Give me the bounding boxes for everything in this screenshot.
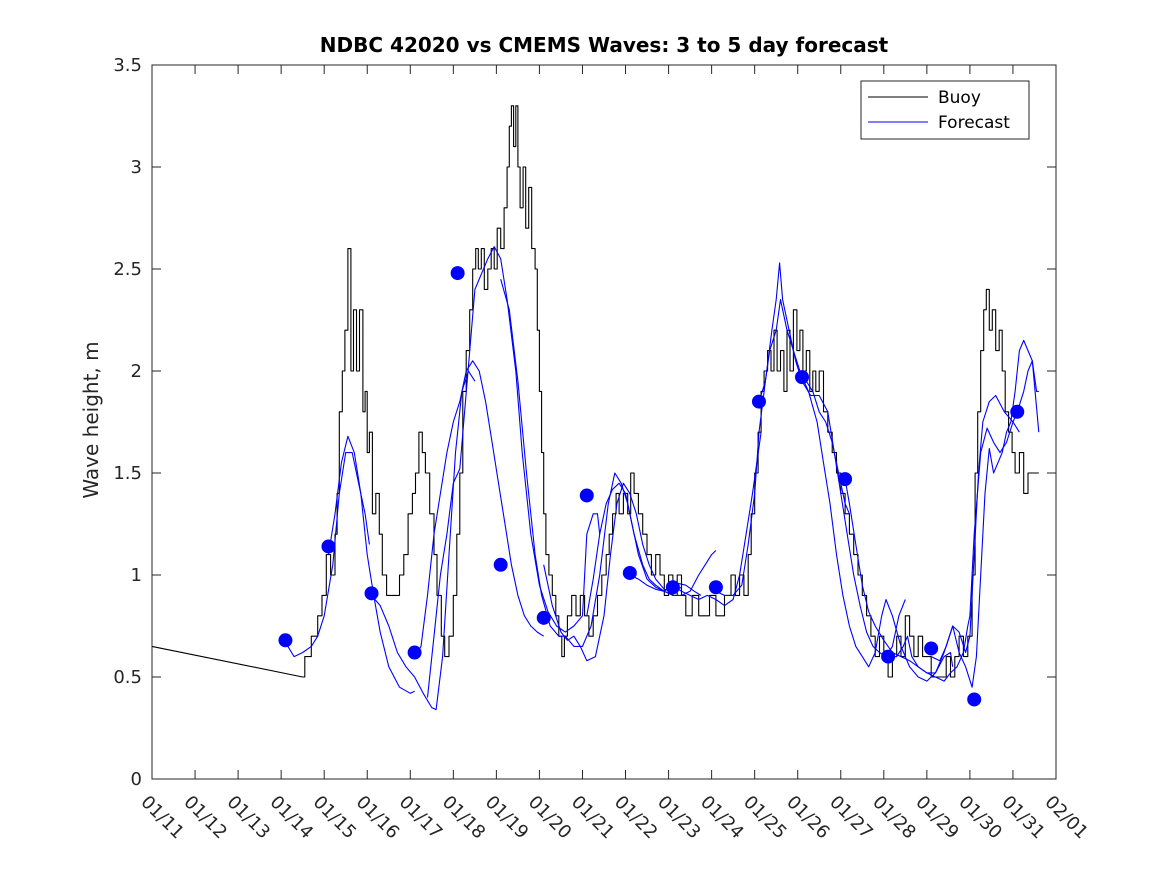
series-line-forecast-run-01-20 [543,482,682,662]
series-line-forecast-run-01-24 [715,299,850,596]
series-line-forecast-run-01-29 [930,339,1039,688]
forecast-marker [622,565,637,580]
legend: Buoy Forecast [860,80,1030,140]
y-tick-label: 1.5 [113,463,142,484]
series-line-forecast-run-01-22 [629,550,717,596]
forecast-marker [795,370,810,385]
y-tick-label: 2.5 [113,259,142,280]
forecast-marker [278,633,293,648]
y-tick-label: 3 [131,157,142,178]
y-tick-label: 1 [131,565,142,586]
y-axis-label: Wave height, m [79,341,103,498]
series-line-buoy [151,105,1039,678]
forecast-marker [924,641,939,656]
y-tick-label: 3.5 [113,55,142,76]
series-line-forecast-run-01-26 [801,376,954,682]
series-line-forecast-run-01-18 [426,246,601,698]
y-axis: 0 0.5 1 1.5 2 2.5 3 3.5 [113,55,1056,790]
forecast-marker [364,586,379,601]
chart-title: NDBC 42020 vs CMEMS Waves: 3 to 5 day fo… [320,33,889,57]
series-line-forecast-run-01-25 [758,262,906,658]
series-line-forecast-run-01-16 [371,370,476,711]
series-line-forecast-run-01-14 [284,452,370,658]
series-line-forecast-run-01-15 [327,435,415,694]
forecast-marker [708,580,723,595]
marker-layer [278,266,1025,707]
series-line-forecast-run-01-27 [844,394,1020,674]
forecast-marker [967,692,982,707]
y-tick-label: 0.5 [113,667,142,688]
y-tick-label: 2 [131,361,142,382]
forecast-marker [407,645,422,660]
legend-box [860,80,1030,140]
forecast-marker [321,539,336,554]
forecast-marker [1010,404,1025,419]
forecast-marker [536,610,551,625]
series-line-forecast-run-01-21 [586,482,702,616]
plot-frame [151,64,1057,780]
plot-area [151,64,1057,780]
forecast-marker [751,394,766,409]
legend-label-forecast: Forecast [938,113,1010,133]
series-line-forecast-run-01-23 [672,432,762,607]
series-line-forecast-run-01-17 [414,360,544,657]
forecast-marker [579,488,594,503]
forecast-marker [493,557,508,572]
forecast-marker [665,580,680,595]
forecast-marker [838,472,853,487]
series-line-forecast-run-01-19 [500,279,674,647]
y-tick-label: 0 [131,769,142,790]
legend-label-buoy: Buoy [938,88,981,108]
forecast-marker [881,649,896,664]
forecast-marker [450,266,465,281]
series-layer [151,105,1040,711]
